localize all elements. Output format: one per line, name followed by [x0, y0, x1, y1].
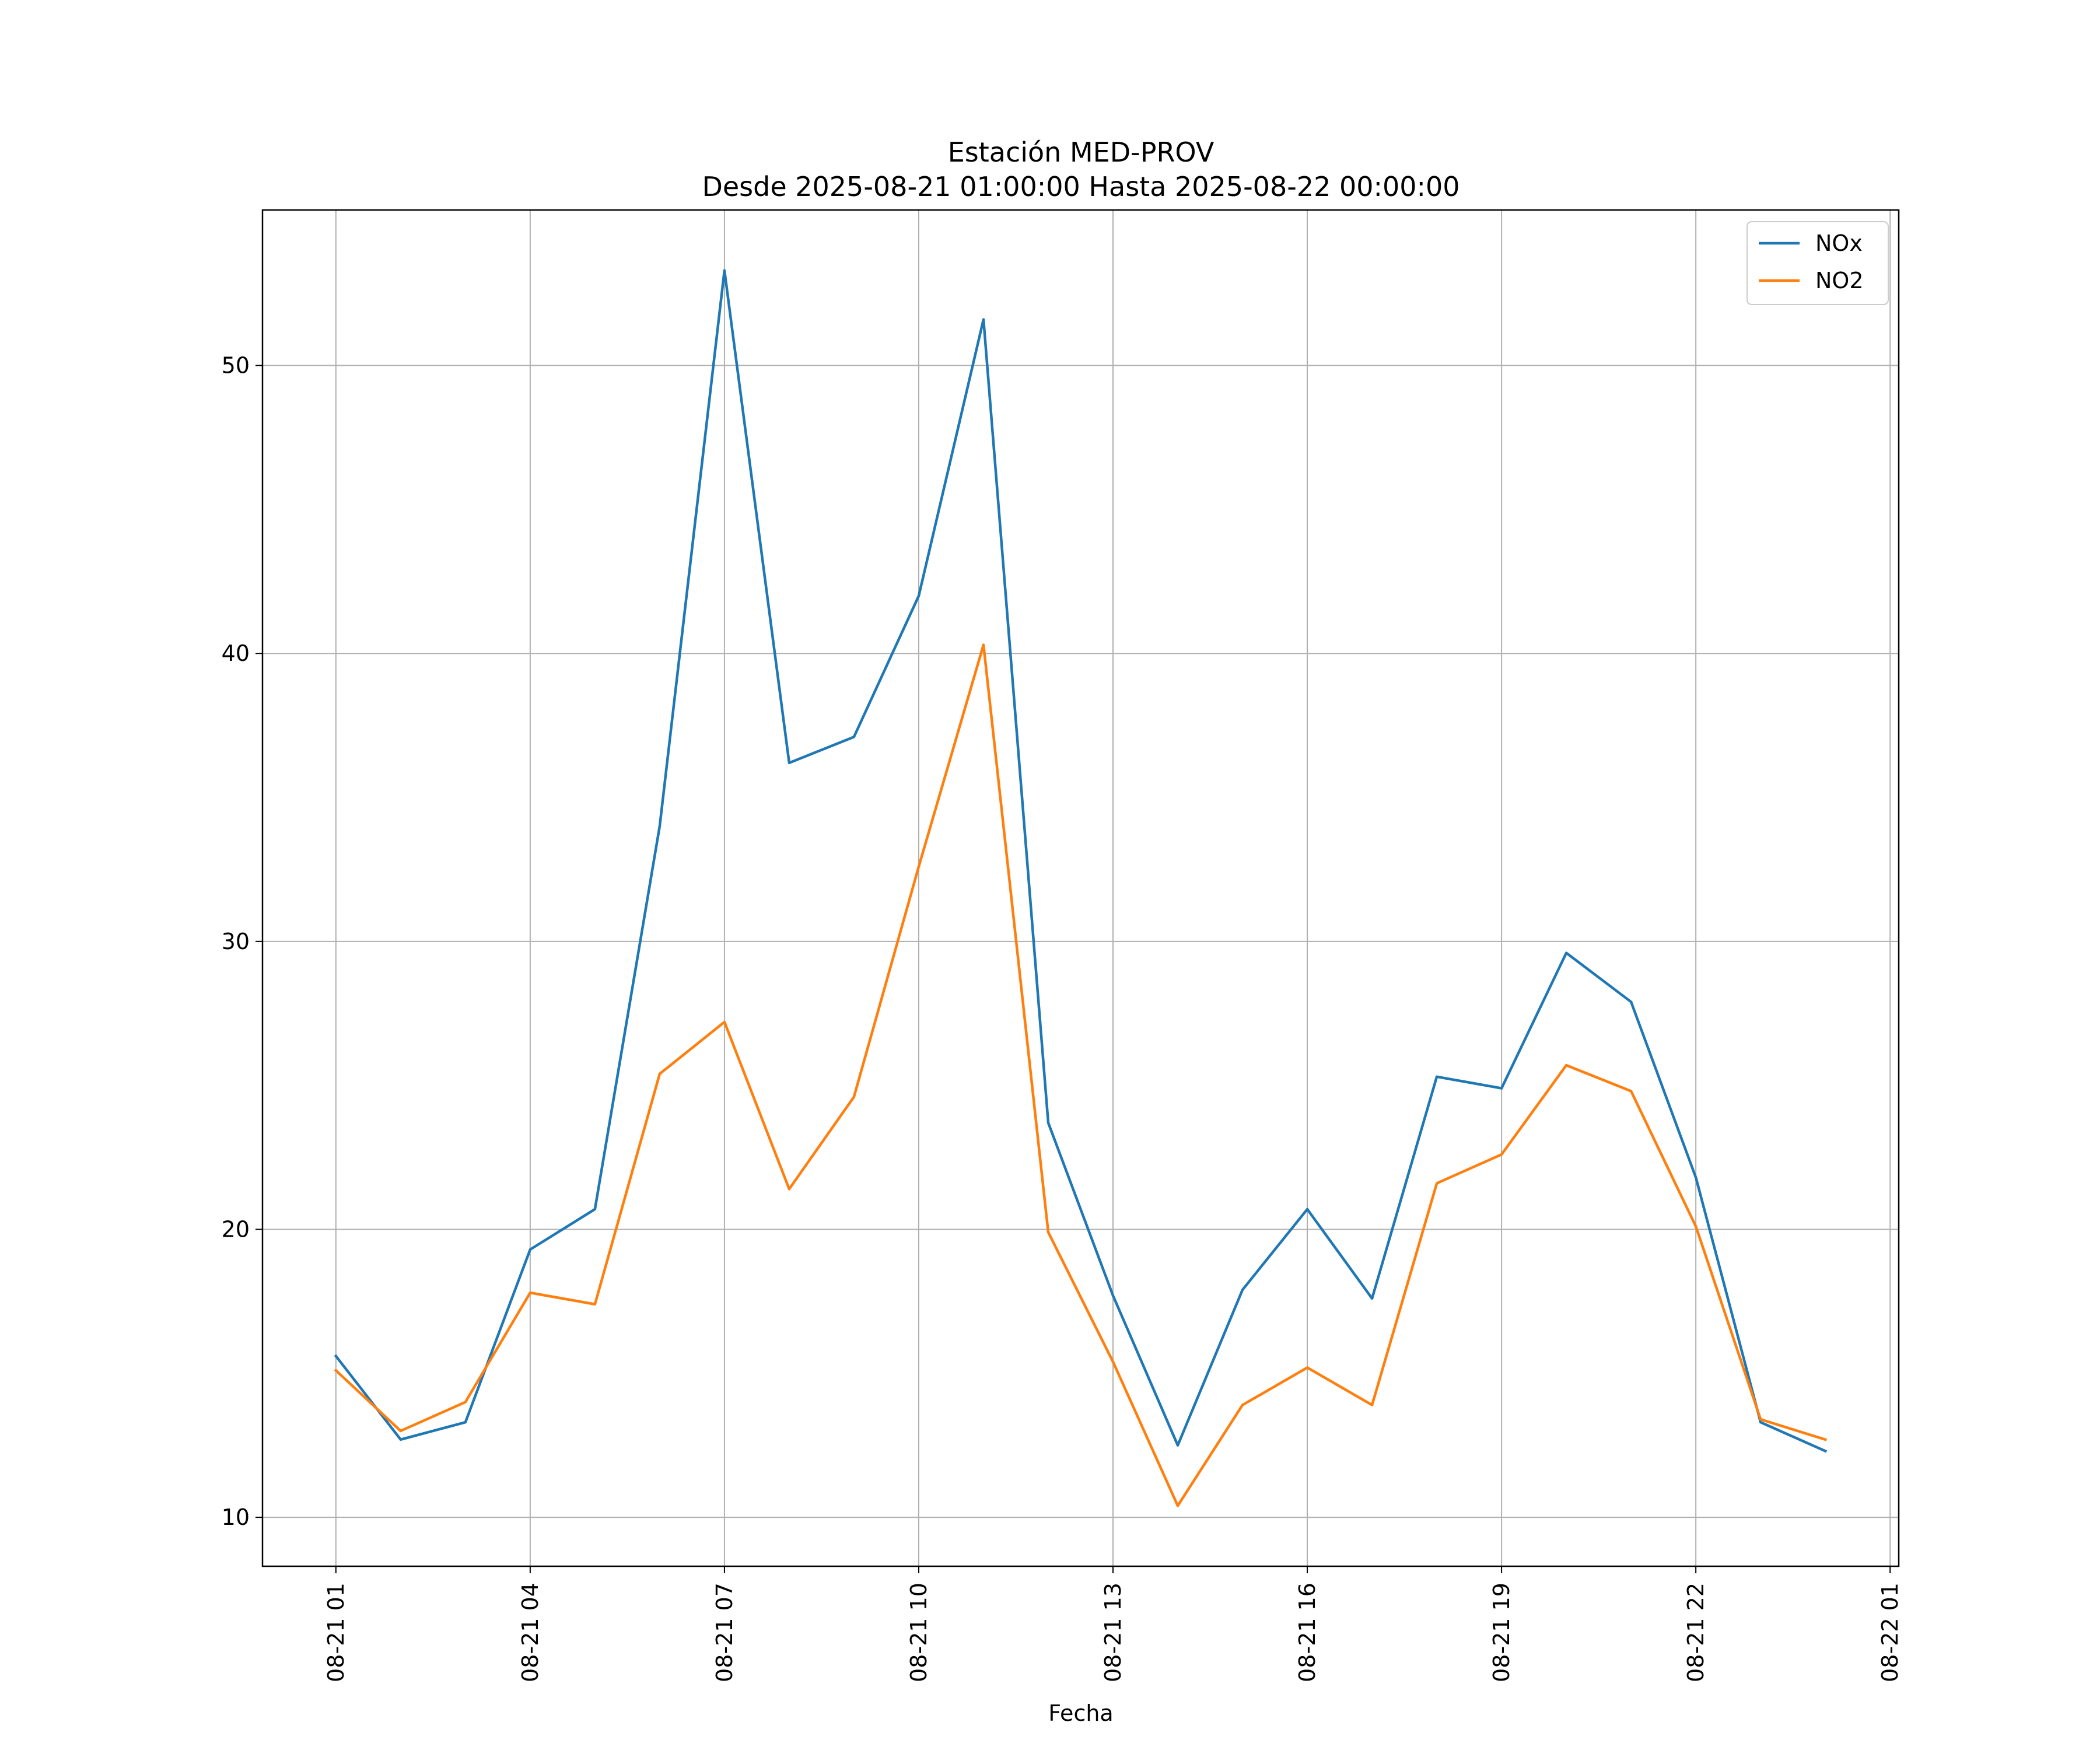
y-tick-label: 20 [222, 1216, 250, 1242]
x-tick-label: 08-21 19 [1489, 1583, 1514, 1682]
y-tick-label: 10 [222, 1504, 250, 1530]
series-lines [334, 269, 1828, 1507]
x-tick-label: 08-21 04 [517, 1583, 543, 1682]
x-tick-label: 08-21 22 [1683, 1583, 1709, 1682]
x-tick-label: 08-21 07 [712, 1583, 737, 1682]
y-tick-label: 30 [222, 929, 250, 954]
axis-ticks: 08-21 01 08-21 04 08-21 07 08-21 10 08-21 13… [222, 353, 1903, 1682]
x-axis-label: Fecha [1048, 1700, 1113, 1726]
x-tick-label: 08-21 01 [323, 1583, 349, 1682]
x-tick-label: 08-21 10 [906, 1583, 932, 1682]
x-tick-label: 08-21 13 [1100, 1583, 1126, 1682]
series-line-nox [334, 269, 1828, 1453]
x-tick-label: 08-22 01 [1877, 1583, 1903, 1682]
x-tick-label: 08-21 16 [1294, 1583, 1320, 1682]
series-line-no2 [334, 643, 1828, 1507]
legend-label-nox: NOx [1815, 230, 1863, 256]
y-tick-label: 40 [222, 640, 250, 666]
y-tick-label: 50 [222, 353, 250, 379]
chart-subtitle: Desde 2025-08-21 01:00:00 Hasta 2025-08-… [702, 171, 1460, 202]
legend-label-no2: NO2 [1815, 268, 1864, 293]
legend: NOx NO2 [1746, 221, 1889, 305]
chart-title: Estación MED-PROV [948, 136, 1214, 168]
plot-area-frame [261, 209, 1900, 1567]
grid-lines [262, 210, 1899, 1566]
